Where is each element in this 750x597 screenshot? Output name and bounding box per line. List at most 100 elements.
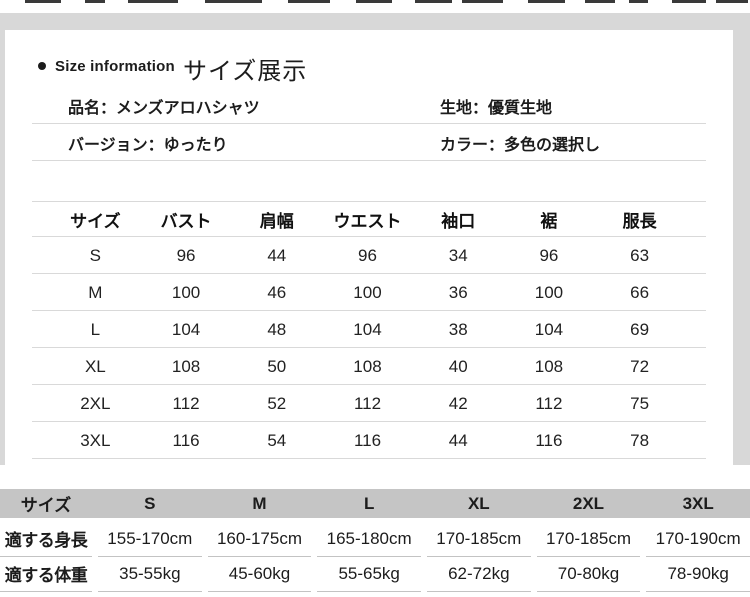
cell: 170-185cm <box>536 521 641 557</box>
cell: 96 <box>539 245 559 265</box>
cell: 116 <box>172 430 200 450</box>
cell: 50 <box>267 356 287 376</box>
cell: 55-65kg <box>317 556 421 592</box>
cell: 165-180cm <box>317 521 421 557</box>
cell: 52 <box>267 393 287 413</box>
color-label: カラー：多色の選択し <box>440 136 601 154</box>
cropped-text-artifact <box>716 0 748 3</box>
cropped-text-artifact <box>672 0 706 3</box>
fit-header-m: M <box>252 493 267 513</box>
cell: 72 <box>630 356 650 376</box>
col-header-length: 服長 <box>622 212 657 231</box>
cell: 112 <box>172 393 200 413</box>
version-label: バージョン：ゆったり <box>68 136 228 154</box>
spacer-row <box>5 161 733 202</box>
cell: 112 <box>353 393 382 413</box>
cropped-text-artifact <box>288 0 330 3</box>
cell: 42 <box>448 393 468 413</box>
fit-header-3xl: 3XL <box>682 493 714 513</box>
size-table-row-m: M 100 46 100 36 100 66 <box>5 274 733 311</box>
section-title-en: Size information <box>55 58 175 75</box>
size-table-header: サイズ バスト 肩幅 ウエスト 袖口 裾 服長 <box>5 202 733 237</box>
col-header-waist: ウエスト <box>333 212 402 231</box>
cell: 160-175cm <box>207 521 312 557</box>
cell: 75 <box>630 393 650 413</box>
cell: XL <box>84 356 106 376</box>
cell: 100 <box>171 282 201 302</box>
cell: 70-80kg <box>536 556 641 592</box>
cell: 3XL <box>80 430 111 450</box>
cell: 116 <box>353 430 382 450</box>
cell: 44 <box>267 245 287 265</box>
cell: 54 <box>267 430 287 450</box>
cell: 44 <box>448 430 468 450</box>
cell: 40 <box>448 356 468 376</box>
section-title: Size information サイズ展示 <box>5 30 733 87</box>
weight-row-label: 適する体重 <box>0 556 92 592</box>
cell: 78-90kg <box>646 556 750 592</box>
cell: 36 <box>448 282 468 302</box>
product-info-row-2: バージョン：ゆったり カラー：多色の選択し <box>5 124 733 161</box>
cell: 100 <box>353 282 382 302</box>
cell: 45-60kg <box>207 556 312 592</box>
size-table-row-2xl: 2XL 112 52 112 42 112 75 <box>5 385 733 422</box>
cell: 62-72kg <box>426 556 531 592</box>
cropped-text-artifact <box>25 0 61 3</box>
cell: M <box>88 282 103 302</box>
cell: 46 <box>267 282 287 302</box>
cell: 66 <box>630 282 650 302</box>
col-header-cuff: 袖口 <box>441 212 476 231</box>
fit-header-xl: XL <box>467 493 490 513</box>
cell: 116 <box>535 430 563 450</box>
cropped-text-artifact <box>528 0 565 3</box>
cell: 34 <box>448 245 468 265</box>
fit-header-2xl: 2XL <box>572 493 605 513</box>
cell: 96 <box>358 245 377 265</box>
cell: L <box>90 319 101 339</box>
product-name-label: 品名：メンズアロハシャツ <box>68 99 260 117</box>
size-table-row-s: S 96 44 96 34 96 63 <box>5 237 733 274</box>
cell: 108 <box>534 356 564 376</box>
cell: 104 <box>353 319 382 339</box>
fit-table-weight-row: 適する体重 35-55kg 45-60kg 55-65kg 62-72kg 70… <box>0 556 750 592</box>
cropped-text-artifact <box>85 0 105 3</box>
cell: 104 <box>171 319 201 339</box>
cell: 112 <box>535 393 563 413</box>
cell: 170-185cm <box>426 521 531 557</box>
fabric-label: 生地：優質生地 <box>440 99 553 117</box>
fit-header-l: L <box>363 493 375 513</box>
cell: S <box>89 245 102 265</box>
cell: 170-190cm <box>646 521 750 557</box>
size-info-card: Size information サイズ展示 品名：メンズアロハシャツ 生地：優… <box>5 30 733 465</box>
cell: 35-55kg <box>98 556 202 592</box>
product-info-row-1: 品名：メンズアロハシャツ 生地：優質生地 <box>5 87 733 124</box>
cell: 38 <box>448 319 468 339</box>
cropped-text-artifact <box>128 0 178 3</box>
size-table-row-xl: XL 108 50 108 40 108 72 <box>5 348 733 385</box>
fit-header-s: S <box>144 493 156 513</box>
size-table-row-3xl: 3XL 116 54 116 44 116 78 <box>5 422 733 459</box>
cell: 108 <box>353 356 382 376</box>
bullet-icon <box>38 62 46 70</box>
cropped-text-artifact <box>415 0 452 3</box>
fit-header-size: サイズ <box>20 496 72 515</box>
cell: 48 <box>267 319 287 339</box>
height-row-label: 適する身長 <box>0 521 92 557</box>
cropped-text-artifact <box>462 0 503 3</box>
fit-table-header: サイズ S M L XL 2XL 3XL <box>0 489 750 518</box>
col-header-bust: バスト <box>160 212 212 231</box>
cell: 63 <box>630 245 650 265</box>
cell: 96 <box>176 245 196 265</box>
cropped-text-artifact <box>356 0 392 3</box>
cropped-text-artifact <box>629 0 648 3</box>
cell: 155-170cm <box>98 521 202 557</box>
section-title-jp: サイズ展示 <box>183 58 308 85</box>
col-header-hem: 裾 <box>540 212 558 231</box>
size-table-row-l: L 104 48 104 38 104 69 <box>5 311 733 348</box>
cropped-text-artifact <box>205 0 262 3</box>
cropped-text-artifact <box>585 0 615 3</box>
cell: 78 <box>630 430 650 450</box>
cell: 69 <box>630 319 650 339</box>
cell: 108 <box>171 356 201 376</box>
